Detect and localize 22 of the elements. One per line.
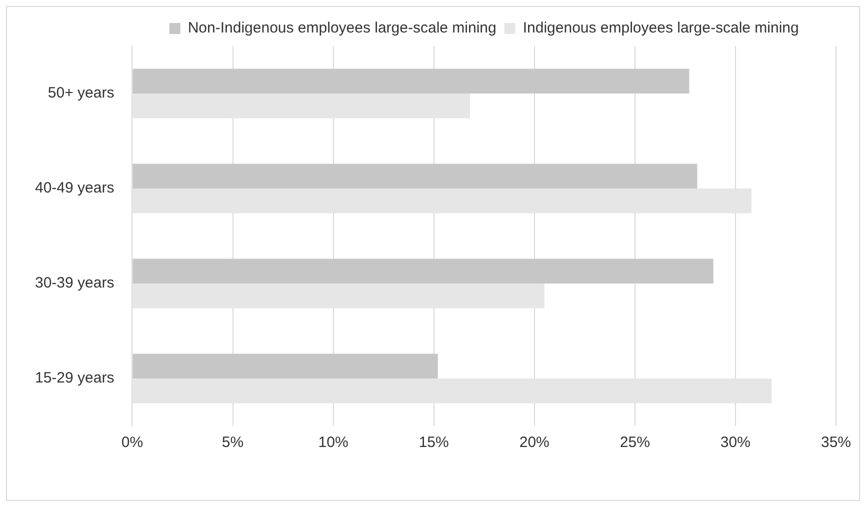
x-tick-label: 25% [620, 434, 650, 452]
bar [132, 284, 544, 308]
y-tick-label: 15-29 years [34, 370, 114, 387]
bar [132, 378, 772, 404]
x-tick-label: 35% [820, 434, 852, 452]
bar [132, 258, 714, 284]
bar [132, 188, 752, 214]
x-tick-label: 30% [720, 434, 750, 452]
y-tick-label: 40-49 years [34, 180, 114, 197]
bar [132, 354, 438, 378]
x-tick-label: 15% [418, 434, 449, 452]
y-tick-label: 30-39 years [34, 274, 114, 292]
bar [132, 164, 698, 188]
x-tick-label: 10% [318, 434, 348, 452]
x-tick-label: 0% [121, 434, 144, 452]
legend-label: Non-Indigenous employees large-scale mining [188, 20, 496, 37]
legend-label: Indigenous employees large-scale mining [522, 20, 799, 37]
x-tick-label: 20% [519, 434, 550, 452]
x-tick-label: 5% [222, 434, 244, 452]
bar [132, 68, 690, 94]
bar [132, 94, 470, 118]
y-tick-label: 50+ years [48, 84, 114, 102]
